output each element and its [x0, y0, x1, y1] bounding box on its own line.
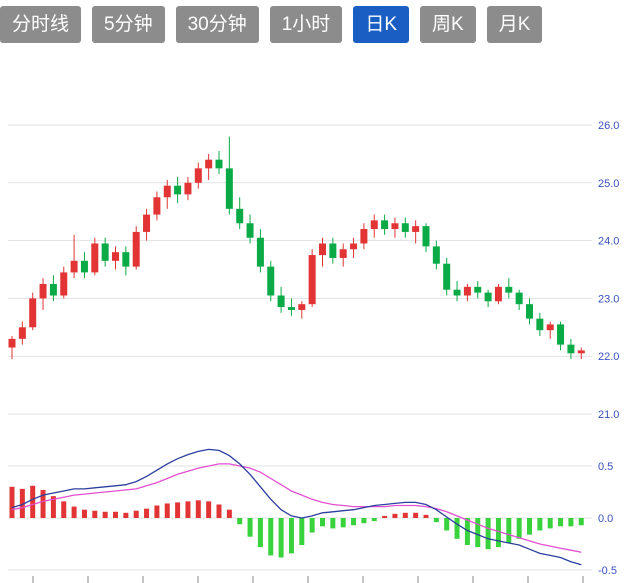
svg-text:22.0: 22.0	[598, 351, 619, 363]
svg-text:24.0: 24.0	[598, 236, 619, 248]
svg-text:23.0: 23.0	[598, 293, 619, 305]
candlestick-series	[8, 136, 585, 360]
svg-text:0.0: 0.0	[598, 513, 613, 525]
x-axis-ticks	[32, 576, 584, 583]
tab-30min[interactable]: 30分钟	[175, 6, 259, 43]
macd-panel	[9, 448, 584, 566]
tab-time-share[interactable]: 分时线	[0, 6, 82, 43]
tab-daily-k[interactable]: 日K	[353, 6, 409, 43]
tab-monthly-k[interactable]: 月K	[486, 6, 543, 43]
svg-text:0.5: 0.5	[598, 461, 613, 473]
tab-1hour[interactable]: 1小时	[269, 6, 343, 43]
svg-text:26.0: 26.0	[598, 120, 619, 132]
period-toolbar: 分时线 5分钟 30分钟 1小时 日K 周K 月K	[0, 6, 543, 43]
tab-weekly-k[interactable]: 周K	[420, 6, 476, 43]
grid-lines	[8, 124, 592, 571]
svg-text:21.0: 21.0	[598, 409, 619, 421]
svg-text:25.0: 25.0	[598, 178, 619, 190]
tab-5min[interactable]: 5分钟	[92, 6, 165, 43]
svg-text:-0.5: -0.5	[598, 565, 617, 577]
axis-labels: 26.0 25.0 24.0 23.0 22.0 21.0 0.5 0.0 -0.5	[598, 120, 619, 577]
kline-chart[interactable]: 26.0 25.0 24.0 23.0 22.0 21.0 0.5 0.0 -0.5	[0, 46, 643, 583]
